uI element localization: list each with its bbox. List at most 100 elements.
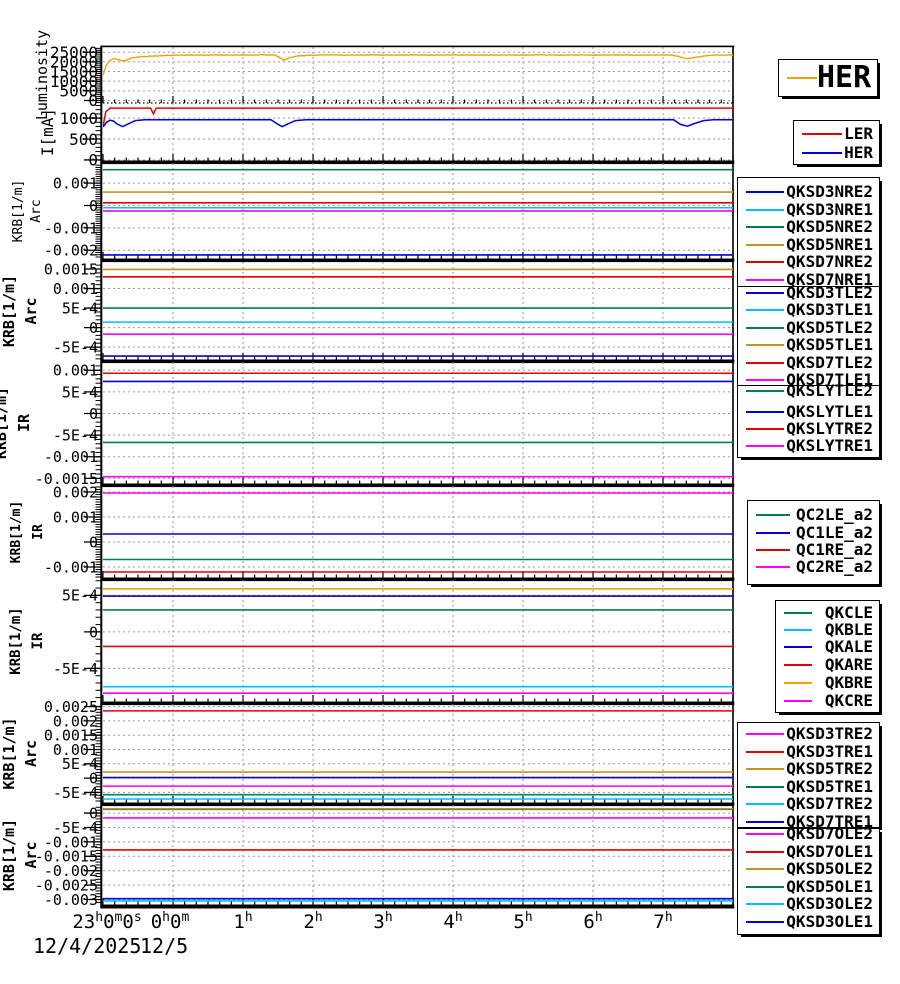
y-tick-label: 0 bbox=[89, 197, 98, 215]
y-tick-label: -5E-4 bbox=[53, 660, 98, 678]
y-tick-label: 5E-4 bbox=[62, 383, 98, 401]
bottom-spine bbox=[100, 359, 735, 364]
bottom-spine bbox=[100, 258, 735, 263]
y-tick-label: 0.001 bbox=[53, 280, 98, 298]
y-tick-label: 5E-4 bbox=[62, 755, 98, 773]
left-spine bbox=[100, 704, 103, 803]
y-tick-label: -0.001 bbox=[44, 448, 98, 466]
panel-krb-arc-nre: 0.001 0 -0.001 -0.002 KRB[1/m] Arc bbox=[11, 163, 735, 263]
y-tick-label: -0.001 bbox=[44, 219, 98, 237]
left-spine bbox=[100, 262, 103, 360]
panel-axis-title: KRB[1/m] bbox=[8, 607, 24, 674]
y-tick-label: 0 bbox=[89, 804, 98, 822]
panel-axis-title: I[mA] bbox=[38, 108, 57, 156]
x-tick-label: 0h0m bbox=[151, 910, 190, 933]
y-tick-label: 0.0025 bbox=[44, 698, 98, 716]
y-tick-label: 0.0015 bbox=[44, 260, 98, 278]
left-spine bbox=[100, 362, 103, 484]
panel-krb-arc-ole: 0-5E-4-0.001-0.0015-0.002-0.0025-0.003 KR… bbox=[0, 804, 735, 909]
left-spine bbox=[100, 580, 103, 702]
y-tick-label: 15000 bbox=[50, 62, 98, 81]
bottom-spine bbox=[100, 483, 735, 488]
bottom-spine bbox=[100, 160, 735, 165]
bottom-spine bbox=[100, 577, 735, 582]
series-line-HER bbox=[103, 119, 733, 128]
y-tick-label: -0.003 bbox=[44, 891, 98, 909]
y-tick-label: -0.0015 bbox=[35, 470, 98, 488]
left-spine bbox=[100, 163, 103, 259]
y-tick-label: 0 bbox=[89, 405, 98, 423]
y-tick-label: 0.001 bbox=[53, 508, 98, 526]
panel-krb-ir-qksly: 0.001 5E-4 0 -5E-4 -0.001 -0.0015 KRB[1/m] IR bbox=[0, 362, 735, 488]
y-tick-label: -5E-4 bbox=[53, 784, 98, 802]
date-label: 12/5 bbox=[140, 934, 188, 958]
y-tick-label: -0.002 bbox=[44, 862, 98, 880]
right-spine bbox=[732, 580, 734, 702]
left-spine bbox=[100, 47, 103, 103]
y-tick-label: 0 bbox=[89, 533, 98, 551]
right-spine bbox=[732, 262, 734, 360]
y-tick-label: 5E-4 bbox=[62, 299, 98, 317]
x-tick-label: 6h bbox=[583, 910, 602, 933]
panel-axis-title: IR bbox=[31, 524, 46, 540]
panel-krb-ir-qk: 5E-4 0 -5E-4 KRB[1/m] IR bbox=[8, 580, 735, 706]
y-tick-label: 0 bbox=[89, 623, 98, 641]
series-line-LER bbox=[103, 107, 733, 127]
y-tick-label: 0.001 bbox=[53, 175, 98, 193]
top-spine bbox=[100, 45, 735, 48]
panel-axis-title: Arc bbox=[29, 199, 44, 222]
panel-axis-title: Luminosity bbox=[33, 30, 51, 120]
y-tick-label: 0.002 bbox=[53, 483, 98, 501]
x-tick-label: 5h bbox=[513, 910, 532, 933]
y-tick-label: 0 bbox=[89, 319, 98, 337]
y-tick-label: 10000 bbox=[50, 72, 98, 91]
y-tick-label: -5E-4 bbox=[53, 427, 98, 445]
y-tick-label: -0.0025 bbox=[35, 877, 98, 895]
left-spine bbox=[100, 486, 103, 578]
panel-axis-title: Arc bbox=[22, 297, 40, 324]
y-tick-label: -5E-4 bbox=[53, 819, 98, 837]
y-tick-label: 0 bbox=[88, 151, 98, 170]
bottom-spine bbox=[100, 701, 735, 706]
right-spine bbox=[732, 103, 734, 161]
panel-axis-title: Arc bbox=[22, 740, 40, 767]
y-tick-label: 20000 bbox=[50, 53, 98, 72]
y-tick-label: 0.001 bbox=[53, 741, 98, 759]
left-spine bbox=[100, 103, 103, 161]
y-tick-label: -0.001 bbox=[44, 833, 98, 851]
x-tick-label: 3h bbox=[373, 910, 392, 933]
panel-axis-title: IR bbox=[30, 632, 46, 649]
x-tick-label: 1h bbox=[233, 910, 252, 933]
x-tick-label: 23h0m0s bbox=[72, 910, 141, 933]
series-line-HER bbox=[103, 53, 733, 76]
y-tick-label: -0.002 bbox=[44, 242, 98, 260]
y-tick-label: -5E-4 bbox=[53, 339, 98, 357]
y-tick-label: -0.001 bbox=[44, 558, 98, 576]
panel-axis-title: KRB[1/m] bbox=[0, 819, 18, 891]
left-spine bbox=[100, 805, 103, 905]
y-tick-label: 1000 bbox=[59, 109, 98, 128]
panel-axis-title: KRB[1/m] bbox=[0, 717, 18, 789]
y-tick-label: 500 bbox=[69, 130, 98, 149]
y-tick-label: 0.0015 bbox=[44, 727, 98, 745]
y-tick-label: 0.002 bbox=[53, 712, 98, 730]
panel-axis-title: IR bbox=[15, 413, 33, 432]
x-tick-label: 4h bbox=[443, 910, 462, 933]
right-spine bbox=[732, 362, 734, 484]
right-spine bbox=[732, 47, 734, 103]
bottom-spine bbox=[100, 802, 735, 807]
x-tick-label: 2h bbox=[303, 910, 322, 933]
y-tick-label: 0 bbox=[89, 770, 98, 788]
x-tick-label: 7h bbox=[653, 910, 672, 933]
panel-krb-ir-qc: 0.002 0.001 0 -0.001 KRB[1/m] IR bbox=[9, 483, 735, 582]
date-label: 12/4/2025 bbox=[33, 934, 141, 958]
panel-axis-title: KRB[1/m] bbox=[9, 501, 24, 564]
right-spine bbox=[732, 704, 734, 803]
y-tick-label: 5E-4 bbox=[62, 587, 98, 605]
y-tick-label: 0.001 bbox=[53, 362, 98, 380]
panel-current: 1000 500 0 I[mA] bbox=[38, 103, 735, 170]
